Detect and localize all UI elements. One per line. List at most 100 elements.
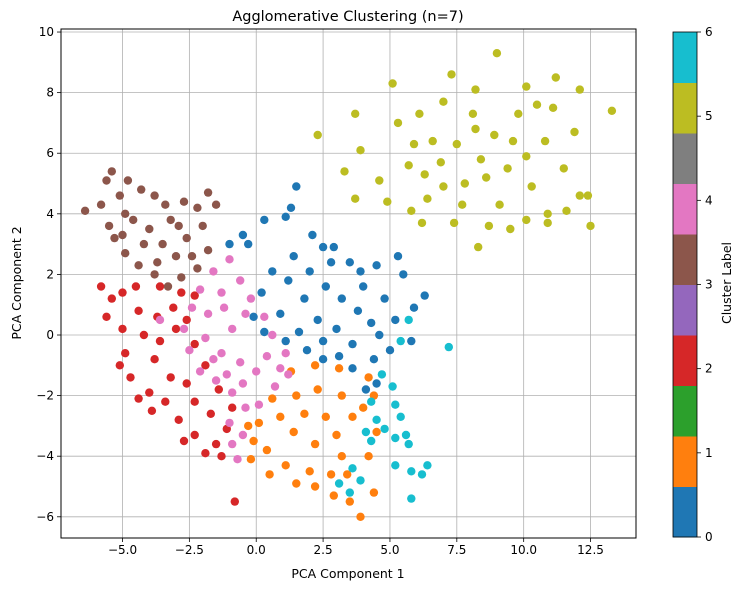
cluster-1-point xyxy=(337,391,346,400)
cluster-4-point xyxy=(187,303,197,312)
cluster-5-point xyxy=(570,127,579,137)
cluster-4-point xyxy=(209,267,218,276)
cluster-1-point xyxy=(310,482,320,491)
cluster-2-point xyxy=(169,303,178,312)
cluster-5-point xyxy=(313,130,322,140)
cluster-3-point xyxy=(158,239,167,249)
colorbar-segment xyxy=(673,183,697,235)
cluster-4-point xyxy=(246,294,256,303)
cluster-5-point xyxy=(449,218,459,228)
x-axis-ticks: −5.0 −2.5 0.0 2.5 5.0 7.5 10.0 12.5 xyxy=(108,538,604,557)
y-tick-label: 4 xyxy=(46,207,54,221)
cluster-5-point xyxy=(583,191,593,200)
cluster-0-point xyxy=(385,346,395,355)
cluster-3-point xyxy=(203,246,213,255)
cluster-2-point xyxy=(131,282,141,291)
cluster-4-point xyxy=(284,370,293,379)
cluster-4-point xyxy=(236,276,245,285)
colorbar-tick-label: 3 xyxy=(705,278,713,292)
cluster-4-point xyxy=(228,324,237,334)
cluster-6-point xyxy=(391,461,400,470)
y-axis-ticks: −6 −4 −2 0 2 4 6 8 10 xyxy=(36,25,61,524)
cluster-0-point xyxy=(337,294,346,303)
cluster-0-point xyxy=(305,267,314,276)
cluster-2-point xyxy=(190,430,199,440)
cluster-0-point xyxy=(356,267,365,276)
cluster-4-point xyxy=(155,315,165,325)
cluster-4-point xyxy=(195,285,205,294)
cluster-0-point xyxy=(409,303,419,312)
y-tick-label: 0 xyxy=(46,328,54,342)
cluster-3-point xyxy=(150,270,159,279)
cluster-0-point xyxy=(268,267,277,276)
cluster-0-point xyxy=(238,230,248,240)
x-tick-label: 12.5 xyxy=(577,543,604,557)
cluster-1-point xyxy=(326,470,336,479)
y-tick-label: −6 xyxy=(36,510,54,524)
cluster-5-point xyxy=(436,158,445,167)
y-tick-label: 10 xyxy=(39,25,54,39)
cluster-5-point xyxy=(471,85,480,94)
cluster-2-point xyxy=(134,306,143,315)
cluster-5-point xyxy=(490,130,499,140)
colorbar-segment xyxy=(673,436,697,487)
cluster-1-point xyxy=(372,427,381,437)
cluster-4-point xyxy=(195,367,205,376)
grid-lines xyxy=(61,29,636,538)
cluster-0-point xyxy=(276,309,285,318)
colorbar-segment xyxy=(673,82,697,134)
cluster-5-point xyxy=(407,206,416,215)
cluster-4-point xyxy=(185,346,194,355)
cluster-1-point xyxy=(244,421,253,431)
cluster-2-point xyxy=(115,361,125,370)
cluster-5-point xyxy=(404,161,413,170)
cluster-1-point xyxy=(332,430,341,440)
cluster-5-point xyxy=(575,85,584,94)
cluster-3-point xyxy=(80,206,90,215)
cluster-6-point xyxy=(348,464,357,473)
cluster-5-point xyxy=(551,73,560,82)
cluster-1-point xyxy=(321,412,330,421)
colorbar-segment xyxy=(673,284,697,336)
cluster-3-point xyxy=(177,273,186,282)
cluster-1-point xyxy=(300,409,309,418)
colorbar-tick-label: 2 xyxy=(705,362,713,376)
cluster-5-point xyxy=(527,182,536,191)
colorbar-segment xyxy=(673,234,697,285)
cluster-4-point xyxy=(217,288,226,297)
cluster-2-point xyxy=(134,394,143,403)
cluster-5-point xyxy=(532,100,542,109)
cluster-3-point xyxy=(150,191,159,200)
cluster-0-point xyxy=(281,212,290,221)
cluster-0-point xyxy=(294,327,304,337)
cluster-5-point xyxy=(586,221,595,231)
cluster-3-point xyxy=(211,200,221,209)
plot-frame xyxy=(60,28,637,539)
cluster-6-point xyxy=(377,370,387,379)
cluster-4-point xyxy=(270,382,280,391)
colorbar-segment xyxy=(673,32,697,83)
cluster-1-point xyxy=(348,412,357,421)
cluster-0-point xyxy=(318,242,328,252)
cluster-1-point xyxy=(359,403,368,412)
cluster-6-point xyxy=(407,467,416,476)
cluster-4-point xyxy=(238,430,248,440)
cluster-1-point xyxy=(246,455,256,464)
cluster-2-point xyxy=(150,355,159,364)
cluster-6-point xyxy=(417,470,427,479)
cluster-6-point xyxy=(404,315,413,325)
x-tick-label: 5.0 xyxy=(380,543,399,557)
cluster-3-point xyxy=(110,233,119,243)
cluster-4-point xyxy=(254,400,264,409)
cluster-3-point xyxy=(193,264,202,273)
cluster-0-point xyxy=(353,306,363,315)
cluster-4-point xyxy=(228,388,237,397)
cluster-1-point xyxy=(292,479,301,488)
cluster-1-point xyxy=(254,418,264,428)
cluster-5-point xyxy=(607,106,617,116)
scatter-points xyxy=(80,49,617,521)
cluster-3-point xyxy=(161,200,170,209)
cluster-5-point xyxy=(460,179,469,188)
cluster-1-point xyxy=(369,488,379,497)
